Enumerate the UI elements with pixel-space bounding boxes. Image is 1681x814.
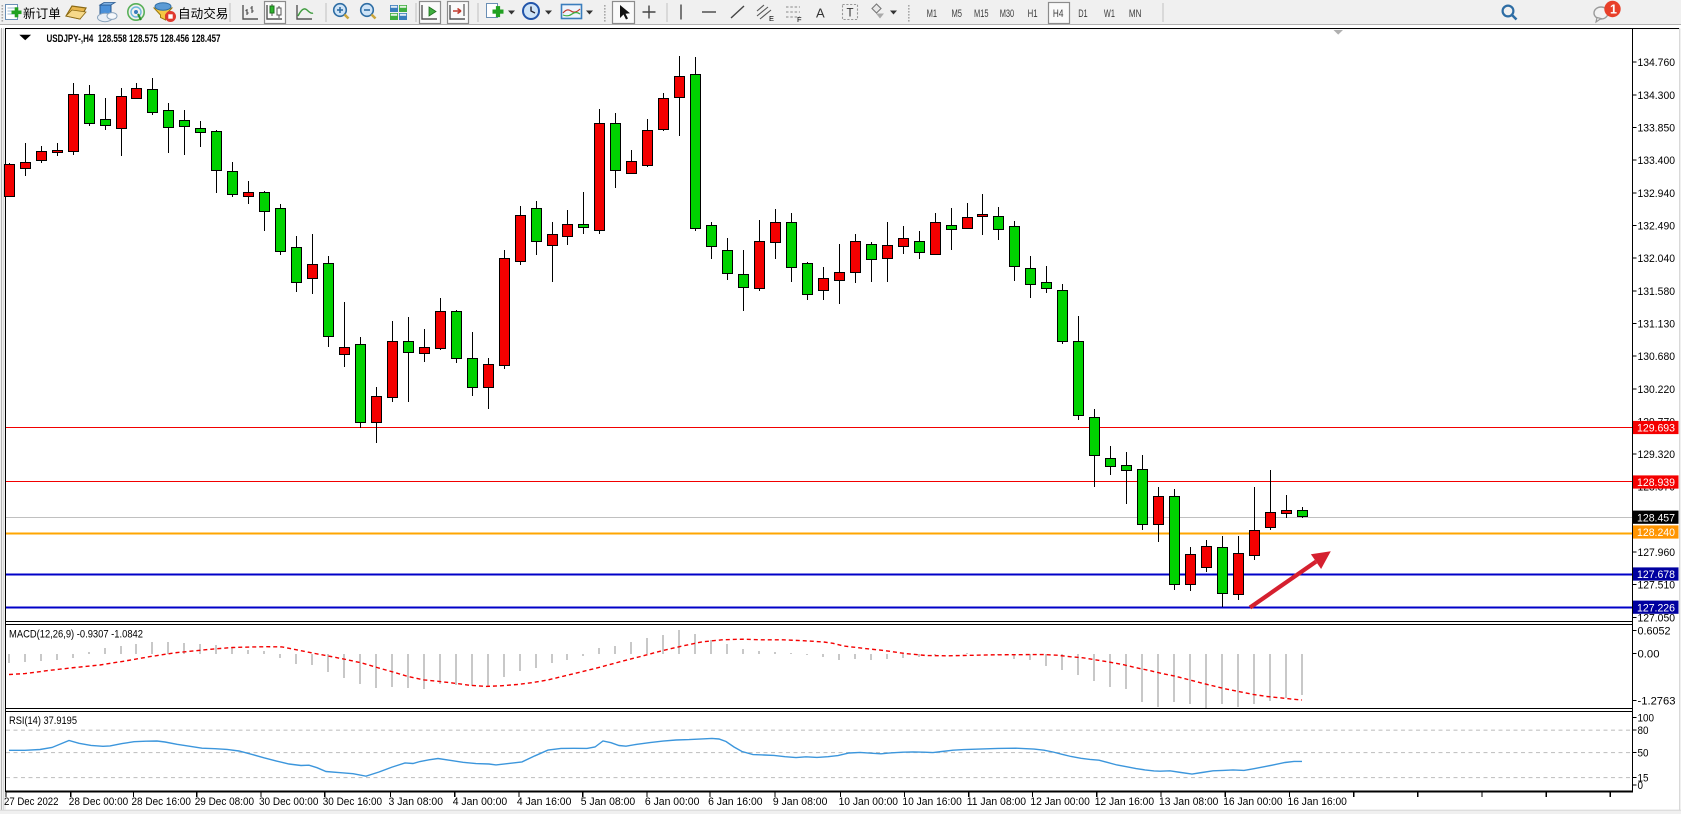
svg-text:28 Dec 16:00: 28 Dec 16:00	[132, 796, 191, 808]
svg-text:130.220: 130.220	[1638, 384, 1676, 396]
svg-text:133.400: 133.400	[1638, 155, 1676, 167]
svg-text:10 Jan 00:00: 10 Jan 00:00	[839, 796, 898, 808]
svg-text:9 Jan 08:00: 9 Jan 08:00	[773, 796, 828, 808]
svg-text:6 Jan 16:00: 6 Jan 16:00	[708, 796, 763, 808]
svg-text:5 Jan 08:00: 5 Jan 08:00	[581, 796, 636, 808]
svg-text:M30: M30	[1000, 8, 1015, 20]
svg-text:RSI(14) 37.9195: RSI(14) 37.9195	[9, 715, 77, 727]
svg-text:0.00: 0.00	[1638, 649, 1660, 661]
svg-text:M1: M1	[927, 8, 938, 20]
svg-text:USDJPY-,H4 128.558 128.575 12: USDJPY-,H4 128.558 128.575 128.456 128.4…	[47, 33, 221, 45]
svg-text:127.960: 127.960	[1638, 547, 1676, 559]
svg-text:127.678: 127.678	[1637, 569, 1675, 581]
svg-text:132.940: 132.940	[1638, 188, 1676, 200]
svg-text:M15: M15	[974, 8, 989, 20]
svg-text:10 Jan 16:00: 10 Jan 16:00	[902, 796, 961, 808]
svg-text:127.226: 127.226	[1637, 602, 1675, 614]
svg-text:134.760: 134.760	[1638, 57, 1676, 69]
svg-text:D1: D1	[1078, 8, 1088, 20]
svg-text:4 Jan 00:00: 4 Jan 00:00	[453, 796, 508, 808]
svg-text:131.130: 131.130	[1638, 319, 1676, 331]
svg-text:3 Jan 08:00: 3 Jan 08:00	[389, 796, 444, 808]
svg-text:128.240: 128.240	[1637, 527, 1675, 539]
svg-text:132.490: 132.490	[1638, 221, 1676, 233]
svg-text:127.050: 127.050	[1638, 613, 1676, 625]
svg-text:30 Dec 16:00: 30 Dec 16:00	[323, 796, 382, 808]
svg-text:27 Dec 2022: 27 Dec 2022	[4, 796, 59, 808]
svg-text:15: 15	[1638, 773, 1649, 785]
svg-text:E: E	[769, 14, 774, 23]
svg-text:129.693: 129.693	[1637, 423, 1675, 435]
svg-text:1: 1	[1610, 3, 1617, 17]
svg-text:130.680: 130.680	[1638, 351, 1676, 363]
svg-text:131.580: 131.580	[1638, 286, 1676, 298]
svg-text:6 Jan 00:00: 6 Jan 00:00	[645, 796, 700, 808]
svg-text:80: 80	[1638, 725, 1649, 737]
svg-text:28 Dec 00:00: 28 Dec 00:00	[69, 796, 128, 808]
svg-text:-1.2763: -1.2763	[1638, 696, 1676, 708]
svg-text:16 Jan 00:00: 16 Jan 00:00	[1223, 796, 1282, 808]
svg-text:12 Jan 16:00: 12 Jan 16:00	[1095, 796, 1154, 808]
svg-text:0.6052: 0.6052	[1638, 626, 1671, 638]
svg-text:MN: MN	[1129, 8, 1142, 20]
svg-text:16 Jan 16:00: 16 Jan 16:00	[1288, 796, 1347, 808]
svg-text:29 Dec 08:00: 29 Dec 08:00	[195, 796, 254, 808]
svg-text:H4: H4	[1053, 8, 1064, 20]
svg-text:50: 50	[1638, 748, 1649, 760]
svg-text:11 Jan 08:00: 11 Jan 08:00	[967, 796, 1026, 808]
svg-text:0: 0	[1638, 780, 1644, 792]
svg-text:133.850: 133.850	[1638, 123, 1676, 135]
svg-text:T: T	[847, 8, 854, 20]
svg-text:A: A	[816, 6, 825, 21]
svg-text:100: 100	[1638, 713, 1655, 725]
svg-text:132.040: 132.040	[1638, 253, 1676, 265]
svg-text:128.457: 128.457	[1637, 512, 1675, 524]
svg-text:自动交易: 自动交易	[178, 6, 228, 21]
svg-text:30 Dec 00:00: 30 Dec 00:00	[259, 796, 318, 808]
svg-text:129.320: 129.320	[1638, 449, 1676, 461]
svg-text:13 Jan 08:00: 13 Jan 08:00	[1159, 796, 1218, 808]
svg-text:4 Jan 16:00: 4 Jan 16:00	[517, 796, 572, 808]
svg-text:12 Jan 00:00: 12 Jan 00:00	[1030, 796, 1089, 808]
svg-text:128.939: 128.939	[1637, 477, 1675, 489]
svg-text:W1: W1	[1104, 8, 1115, 20]
svg-text:134.300: 134.300	[1638, 90, 1676, 102]
svg-text:H1: H1	[1028, 8, 1038, 20]
svg-text:F: F	[797, 15, 802, 24]
svg-text:MACD(12,26,9) -0.9307 -1.0842: MACD(12,26,9) -0.9307 -1.0842	[9, 629, 143, 641]
svg-text:新订单: 新订单	[23, 6, 61, 21]
svg-text:127.510: 127.510	[1638, 579, 1676, 591]
svg-text:M5: M5	[952, 8, 963, 20]
